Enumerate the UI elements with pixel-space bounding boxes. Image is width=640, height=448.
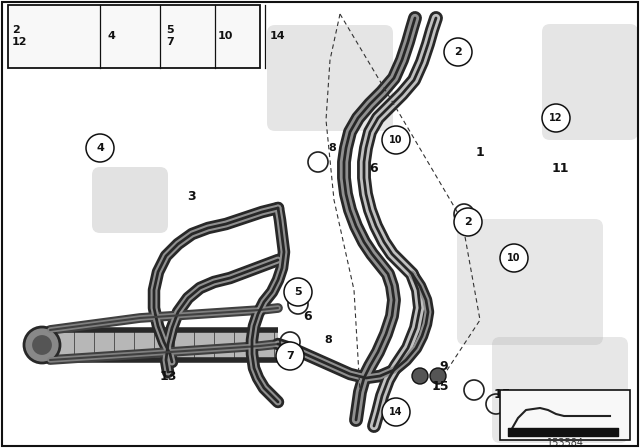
Circle shape bbox=[542, 104, 570, 132]
Bar bbox=[50, 330, 278, 360]
Circle shape bbox=[284, 278, 312, 306]
Text: 6: 6 bbox=[304, 310, 312, 323]
Ellipse shape bbox=[430, 368, 446, 384]
Text: 8: 8 bbox=[328, 143, 336, 153]
FancyBboxPatch shape bbox=[92, 167, 168, 233]
Bar bbox=[8, 5, 260, 68]
FancyBboxPatch shape bbox=[542, 24, 638, 140]
Text: 15: 15 bbox=[431, 379, 449, 392]
Text: 11: 11 bbox=[551, 161, 569, 175]
Text: 14: 14 bbox=[270, 31, 285, 41]
Text: 7: 7 bbox=[286, 351, 294, 361]
Text: 8: 8 bbox=[324, 335, 332, 345]
Text: 15: 15 bbox=[493, 388, 511, 401]
Text: 2
12: 2 12 bbox=[12, 25, 28, 47]
Text: 5
7: 5 7 bbox=[166, 25, 173, 47]
Text: 10: 10 bbox=[508, 253, 521, 263]
Text: 1: 1 bbox=[476, 146, 484, 159]
Text: 3: 3 bbox=[188, 190, 196, 202]
FancyBboxPatch shape bbox=[492, 337, 628, 443]
Text: 10: 10 bbox=[389, 135, 403, 145]
Circle shape bbox=[382, 126, 410, 154]
Ellipse shape bbox=[412, 368, 428, 384]
Text: 10: 10 bbox=[218, 31, 234, 41]
Circle shape bbox=[500, 244, 528, 272]
Circle shape bbox=[382, 398, 410, 426]
Text: 9: 9 bbox=[440, 359, 448, 372]
Text: 6: 6 bbox=[370, 161, 378, 175]
Circle shape bbox=[444, 38, 472, 66]
FancyBboxPatch shape bbox=[267, 25, 393, 131]
Text: 2: 2 bbox=[454, 47, 462, 57]
Circle shape bbox=[454, 208, 482, 236]
Circle shape bbox=[32, 335, 52, 355]
Circle shape bbox=[86, 134, 114, 162]
FancyBboxPatch shape bbox=[457, 219, 603, 345]
Text: 4: 4 bbox=[108, 31, 116, 41]
Text: 14: 14 bbox=[389, 407, 403, 417]
Text: 2: 2 bbox=[464, 217, 472, 227]
Text: 12: 12 bbox=[549, 113, 563, 123]
Text: 5: 5 bbox=[294, 287, 302, 297]
Circle shape bbox=[24, 327, 60, 363]
Circle shape bbox=[276, 342, 304, 370]
Text: 4: 4 bbox=[96, 143, 104, 153]
Bar bbox=[500, 390, 630, 440]
Text: 153584: 153584 bbox=[547, 438, 584, 448]
Text: 13: 13 bbox=[159, 370, 177, 383]
